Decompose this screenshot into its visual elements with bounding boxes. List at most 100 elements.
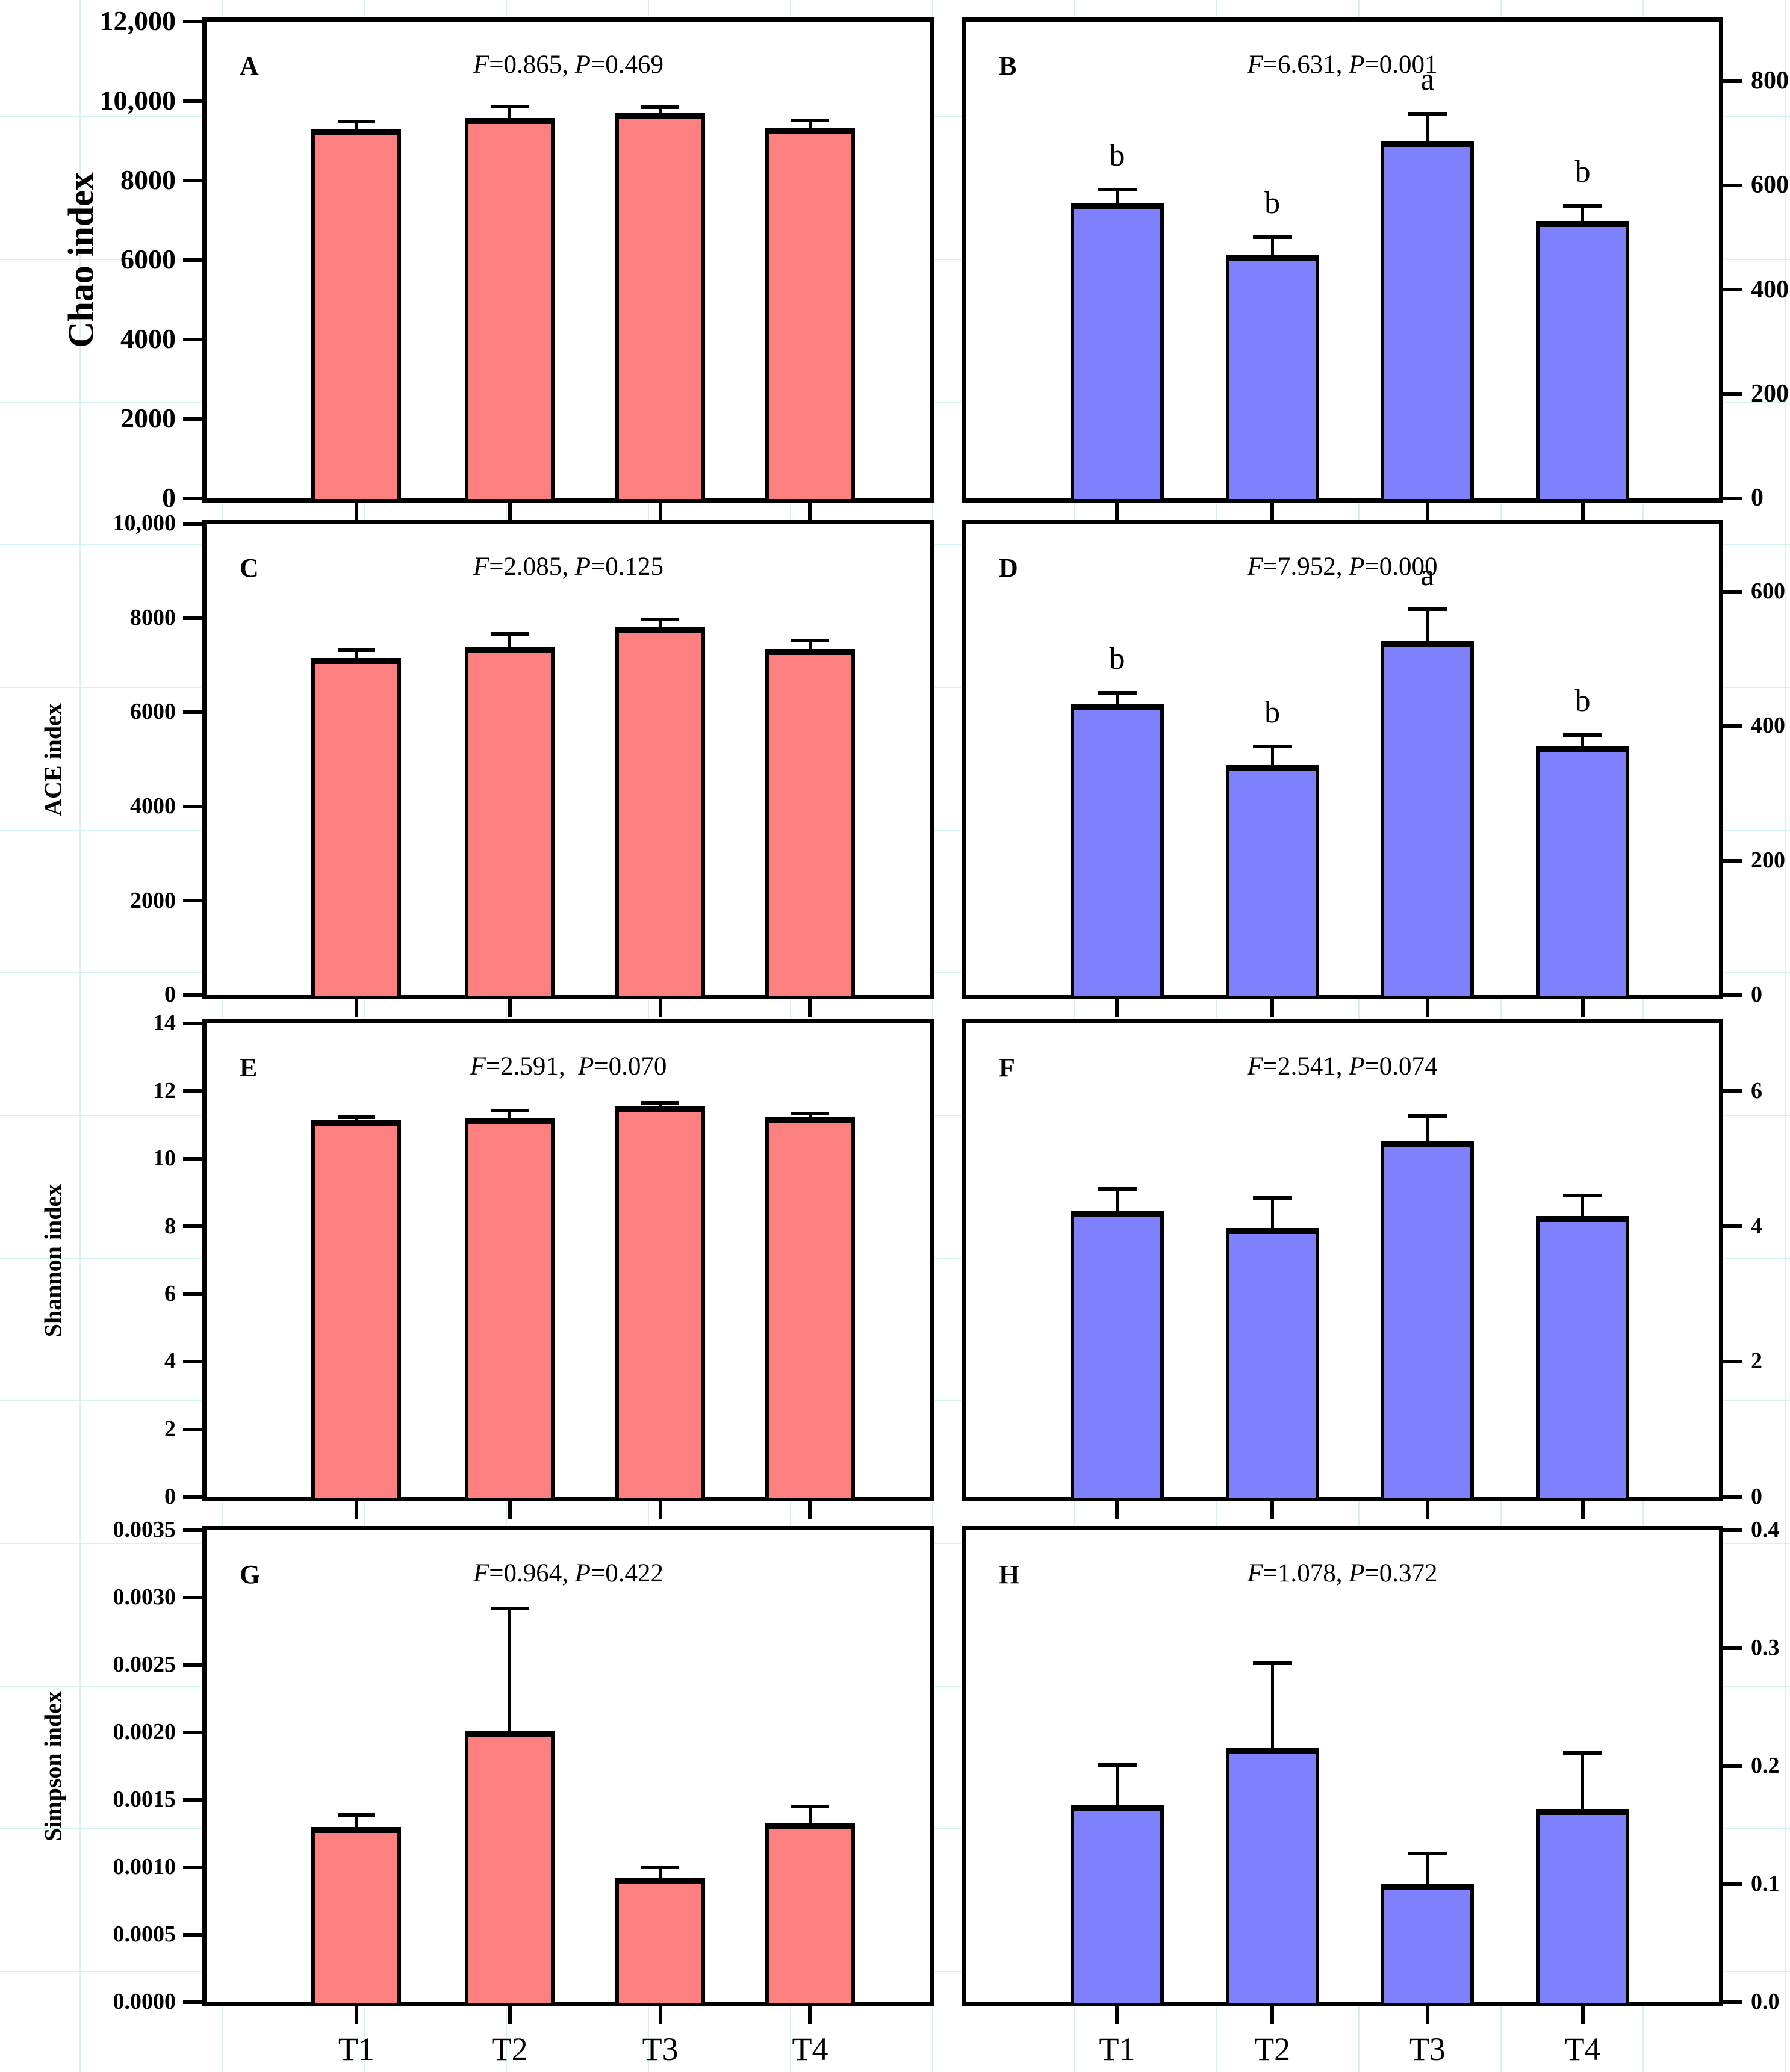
y-axis-tick bbox=[1723, 392, 1742, 396]
y-tick-label: 8 bbox=[164, 1213, 176, 1239]
stat-text: 2 bbox=[503, 553, 517, 581]
y-axis-tick bbox=[183, 417, 202, 421]
y-axis-tick bbox=[183, 179, 202, 182]
stat-text: = bbox=[1364, 1559, 1379, 1587]
bar-c-t4 bbox=[765, 649, 855, 999]
x-axis-tick bbox=[1270, 1501, 1275, 1519]
y-tick-label: 6 bbox=[1751, 1078, 1762, 1103]
y-tick-label: 0.0025 bbox=[113, 1652, 176, 1678]
y-tick-label: 200 bbox=[1751, 379, 1789, 408]
significance-letter: b bbox=[1109, 138, 1125, 173]
stat-text: 9 bbox=[532, 1052, 546, 1081]
y-axis-title: Chao index bbox=[61, 172, 101, 348]
error-bar-line bbox=[1426, 1853, 1429, 1884]
stat-symbol: P bbox=[578, 1052, 594, 1081]
error-bar-line bbox=[1426, 114, 1429, 141]
stat-text: 9 bbox=[650, 51, 664, 79]
bar-g-t2 bbox=[465, 1731, 555, 2006]
x-axis-tick bbox=[354, 1501, 358, 1519]
stat-text: 3 bbox=[1310, 51, 1323, 79]
stat-text: 0 bbox=[1411, 51, 1425, 79]
error-bar-line bbox=[1581, 734, 1585, 746]
error-bar-line bbox=[1115, 1189, 1119, 1211]
bar-f-t4 bbox=[1536, 1216, 1630, 1501]
y-axis-tick bbox=[183, 1156, 202, 1161]
stat-symbol: P bbox=[1349, 1052, 1365, 1081]
bar-a-t1 bbox=[311, 129, 402, 503]
y-axis-tick bbox=[183, 1495, 202, 1499]
bar-h-t2 bbox=[1225, 1747, 1319, 2006]
error-bar-cap bbox=[1562, 1193, 1603, 1197]
y-axis-tick bbox=[183, 522, 202, 526]
stat-text: 5 bbox=[650, 553, 664, 581]
y-tick-label: 0.0010 bbox=[113, 1854, 176, 1880]
y-tick-label: 6 bbox=[164, 1280, 176, 1306]
x-axis-tick bbox=[508, 1501, 512, 1519]
y-axis-tick bbox=[1723, 858, 1742, 863]
stat-text: 2 bbox=[1323, 553, 1336, 581]
stat-text: = bbox=[1364, 51, 1379, 79]
y-axis-tick bbox=[183, 1089, 202, 1093]
y-axis-tick bbox=[183, 804, 202, 808]
stat-symbol: P bbox=[1349, 553, 1365, 581]
bar-a-t4 bbox=[765, 127, 855, 503]
x-tick-label: T2 bbox=[491, 2031, 528, 2067]
error-bar-cap bbox=[641, 618, 679, 622]
y-tick-label: 0 bbox=[1751, 982, 1762, 1008]
y-tick-label: 2 bbox=[1751, 1348, 1762, 1374]
stat-text: . bbox=[1392, 1052, 1399, 1081]
panel-letter: E bbox=[240, 1053, 258, 1082]
panel-letter: C bbox=[240, 553, 259, 583]
y-tick-label: 0 bbox=[1751, 1484, 1762, 1510]
y-axis-title: Simpson index bbox=[39, 1690, 67, 1842]
y-tick-label: 4 bbox=[164, 1348, 176, 1374]
significance-letter: a bbox=[1420, 63, 1435, 98]
x-tick-label: T3 bbox=[1409, 2031, 1446, 2067]
significance-letter: b bbox=[1264, 185, 1281, 220]
stat-text: 4 bbox=[1425, 1052, 1438, 1081]
significance-letter: b bbox=[1109, 642, 1125, 677]
y-axis-title: Shannon index bbox=[39, 1183, 67, 1337]
bar-d-t3 bbox=[1381, 641, 1475, 999]
stat-text: . bbox=[1392, 553, 1399, 581]
stat-text: 0 bbox=[605, 51, 618, 79]
error-bar-line bbox=[1115, 693, 1119, 704]
bar-b-t1 bbox=[1070, 203, 1164, 503]
significance-letter: b bbox=[1574, 683, 1591, 718]
stat-text: 0 bbox=[1297, 1559, 1310, 1587]
y-axis-tick bbox=[1723, 1089, 1742, 1093]
y-tick-label: 12 bbox=[153, 1078, 176, 1103]
y-axis-tick bbox=[183, 1731, 202, 1734]
y-axis-tick bbox=[183, 1528, 202, 1532]
error-bar-line bbox=[508, 634, 512, 648]
y-axis-tick bbox=[183, 1933, 202, 1937]
bar-c-t3 bbox=[615, 627, 706, 999]
stat-text bbox=[565, 1052, 572, 1081]
x-tick-label: T2 bbox=[1254, 2031, 1291, 2067]
bar-g-t4 bbox=[765, 1823, 855, 2006]
x-axis-tick bbox=[1425, 2006, 1429, 2024]
stat-text: 1 bbox=[1323, 51, 1336, 79]
error-bar-line bbox=[808, 1807, 812, 1823]
y-tick-label: 600 bbox=[1751, 578, 1785, 604]
panel-letter: B bbox=[999, 51, 1017, 81]
stat-text bbox=[1343, 51, 1349, 79]
stat-text: 7 bbox=[1278, 553, 1291, 581]
y-axis-tick bbox=[1723, 1528, 1742, 1532]
anova-annotation: F=7.952, P=0.000 bbox=[1090, 554, 1596, 580]
y-axis-tick bbox=[183, 1022, 202, 1025]
stat-text: = bbox=[1364, 553, 1379, 581]
y-tick-label: 10 bbox=[153, 1146, 176, 1171]
stat-symbol: F bbox=[1247, 1052, 1263, 1081]
stat-text: 2 bbox=[650, 1559, 664, 1587]
anova-annotation: F=2.591, P=0.070 bbox=[315, 1053, 821, 1079]
error-bar-cap bbox=[1408, 1852, 1447, 1856]
stat-text: 1 bbox=[1323, 1052, 1336, 1081]
y-axis-tick bbox=[1723, 2000, 1742, 2004]
stat-text: , bbox=[1335, 1052, 1343, 1081]
stat-text: . bbox=[517, 51, 523, 79]
stat-text: = bbox=[489, 51, 504, 79]
stat-text: 2 bbox=[638, 1559, 651, 1587]
anova-annotation: F=0.964, P=0.422 bbox=[315, 1560, 821, 1586]
